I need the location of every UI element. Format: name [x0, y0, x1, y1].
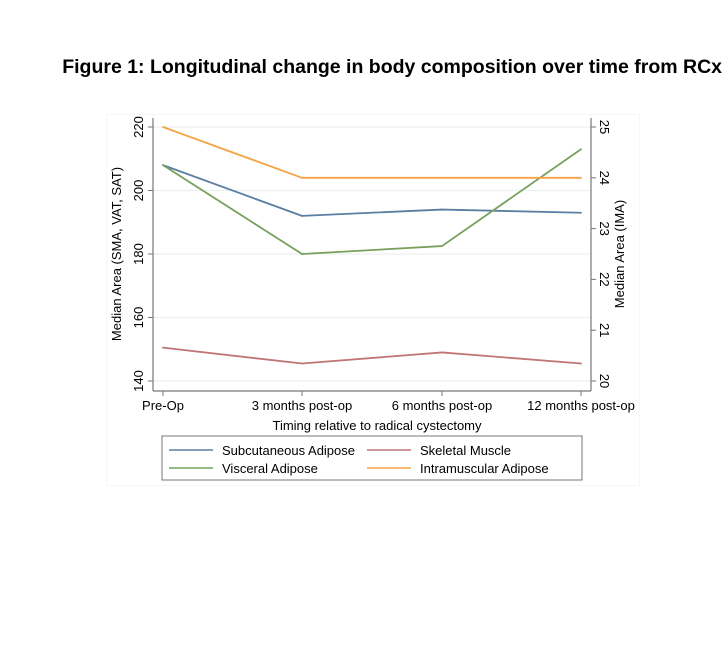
data-point [301, 362, 303, 365]
axes: 140 160 180 200 220 20 21 22 23 24 25 Pre-Op 3 month… [109, 116, 635, 433]
data-point [162, 126, 164, 128]
data-point [301, 253, 303, 255]
y-tick-label-left: 180 [131, 243, 146, 265]
y-tick-label-left: 160 [131, 307, 146, 329]
y-tick-label-right: 24 [597, 171, 612, 185]
series-line-visceral-adipose [162, 148, 582, 255]
graph-region [106, 114, 640, 486]
series-lines [162, 126, 582, 365]
legend: Subcutaneous Adipose Skeletal Muscle Visce… [161, 435, 583, 481]
x-tick-label: 3 months post-op [252, 398, 352, 413]
y-axis-title-right: Median Area (IMA) [612, 200, 627, 308]
data-point [580, 211, 582, 214]
data-point [580, 176, 582, 179]
figure-title: Figure 1: Longitudinal change in body co… [62, 56, 722, 78]
data-point [580, 362, 582, 365]
data-point [441, 351, 443, 354]
legend-box [161, 435, 583, 481]
y-tick-label-left: 220 [131, 116, 146, 138]
data-point [441, 208, 443, 211]
y-axis-title-left: Median Area (SMA, VAT, SAT) [109, 167, 124, 341]
data-point [162, 346, 164, 349]
legend-label: Subcutaneous Adipose [222, 443, 355, 458]
y-tick-label-right: 22 [597, 272, 612, 286]
x-tick-label: 12 months post-op [527, 398, 635, 413]
legend-label: Skeletal Muscle [420, 443, 511, 458]
data-point [301, 176, 303, 179]
y-tick-label-left: 200 [131, 180, 146, 202]
data-point [441, 245, 443, 247]
y-tick-label-left: 140 [131, 370, 146, 392]
data-point [580, 148, 582, 151]
gridlines [153, 126, 591, 382]
data-point [441, 176, 443, 179]
data-point [301, 215, 303, 217]
series-line-intramuscular-adipose [162, 126, 581, 179]
legend-label: Intramuscular Adipose [420, 461, 549, 476]
y-tick-label-right: 21 [597, 323, 612, 337]
series-line-subcutaneous-adipose [162, 164, 582, 217]
x-tick-label: Pre-Op [142, 398, 184, 413]
y-tick-label-right: 20 [597, 374, 612, 388]
y-tick-label-right: 25 [597, 120, 612, 134]
x-axis-title: Timing relative to radical cystectomy [272, 418, 482, 433]
series-line-skeletal-muscle [162, 346, 582, 365]
y-tick-label-right: 23 [597, 221, 612, 235]
data-point [162, 164, 164, 167]
x-tick-label: 6 months post-op [392, 398, 492, 413]
legend-label: Visceral Adipose [222, 461, 318, 476]
